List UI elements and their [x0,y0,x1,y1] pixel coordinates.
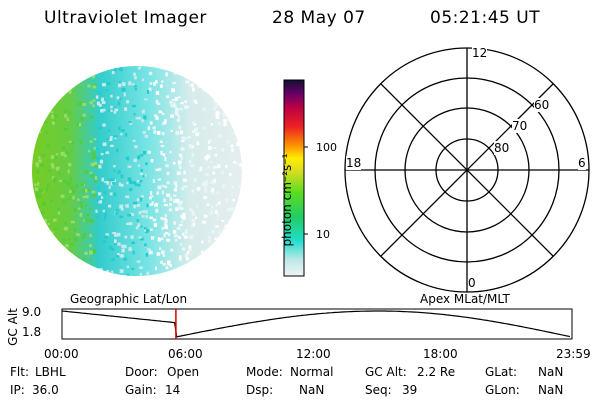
seq-value: 39 [402,383,418,397]
polar-ring-label-80: 80 [494,141,510,155]
colorbar [283,79,308,277]
timeline-xtick-0000: 00:00 [44,347,79,361]
gcalt-value: 2.2 Re [417,365,456,379]
uv-image [32,66,242,276]
glat-label: GLat: [485,365,518,379]
polar-label-12: 12 [472,46,488,60]
timeline-ymax: 9.0 [22,305,42,319]
polar-label-18: 18 [346,156,362,170]
gain-label: Gain: [125,383,157,397]
colorbar-tick-10: 10 [316,228,330,241]
polar-label-6: 6 [578,156,586,170]
ip-value: 36.0 [32,383,59,397]
glon-value: NaN [538,383,564,397]
orbit-altitude-curve [61,310,571,338]
earth-disk [32,66,242,276]
flt-value: LBHL [35,365,66,379]
time-label: 05:21:45 UT [430,8,541,28]
door-label: Door: [125,365,158,379]
date-label: 28 May 07 [272,8,366,28]
polar-ring-label-70: 70 [512,119,528,133]
colorbar-unit-label: photon cm⁻²s⁻¹ [280,153,294,247]
seq-label: Seq: [365,383,392,397]
colorbar-scale [283,79,305,277]
timeline-ymin: 1.8 [22,325,42,339]
dsp-label: Dsp: [246,383,274,397]
mode-value: Normal [290,365,334,379]
timeline-left-title: Geographic Lat/Lon [70,292,188,306]
polar-ring-label-60: 60 [534,98,550,112]
polar-label-0: 0 [468,276,476,290]
gain-value: 14 [165,383,181,397]
mode-label: Mode: [246,365,283,379]
dsp-value: NaN [299,383,325,397]
polar-diagonal-2 [380,83,554,257]
glon-label: GLon: [485,383,520,397]
timeline-xtick-2359: 23:59 [556,347,591,361]
timeline-plot [61,308,573,340]
app-title: Ultraviolet Imager [44,8,207,28]
timeline-frame [61,308,573,340]
gcalt-label: GC Alt: [365,365,407,379]
colorbar-tick-100: 100 [316,141,337,154]
glat-value: NaN [538,365,564,379]
timeline-xtick-1200: 12:00 [296,347,331,361]
timeline-right-title: Apex MLat/MLT [420,292,510,306]
timeline-xtick-1800: 18:00 [423,347,458,361]
polar-plot [344,47,590,293]
flt-label: Flt: [10,365,29,379]
ip-label: IP: [10,383,25,397]
door-value: Open [167,365,200,379]
timeline-xtick-0600: 06:00 [168,347,203,361]
